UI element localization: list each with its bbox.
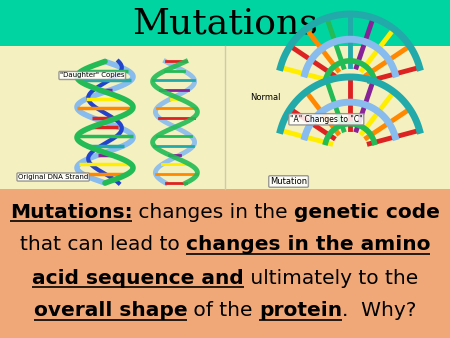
- Text: acid sequence and: acid sequence and: [32, 268, 244, 288]
- Text: "Daughter" Copies: "Daughter" Copies: [60, 72, 125, 78]
- Text: "A" Changes to "C": "A" Changes to "C": [290, 115, 363, 124]
- Text: changes in the amino: changes in the amino: [186, 236, 430, 255]
- Text: Mutation: Mutation: [270, 177, 307, 186]
- Text: Original DNA Strand: Original DNA Strand: [18, 174, 88, 180]
- Text: changes in the: changes in the: [132, 202, 294, 221]
- FancyBboxPatch shape: [0, 46, 450, 189]
- Text: of the: of the: [187, 301, 259, 320]
- Text: that can lead to: that can lead to: [20, 236, 186, 255]
- FancyBboxPatch shape: [0, 0, 450, 46]
- Text: genetic code: genetic code: [294, 202, 440, 221]
- Text: Normal: Normal: [250, 93, 280, 102]
- Text: Mutations:: Mutations:: [10, 202, 132, 221]
- Text: ultimately to the: ultimately to the: [244, 268, 418, 288]
- Text: Mutations: Mutations: [132, 6, 318, 40]
- Text: overall shape: overall shape: [33, 301, 187, 320]
- Text: .  Why?: . Why?: [342, 301, 417, 320]
- Text: protein: protein: [259, 301, 342, 320]
